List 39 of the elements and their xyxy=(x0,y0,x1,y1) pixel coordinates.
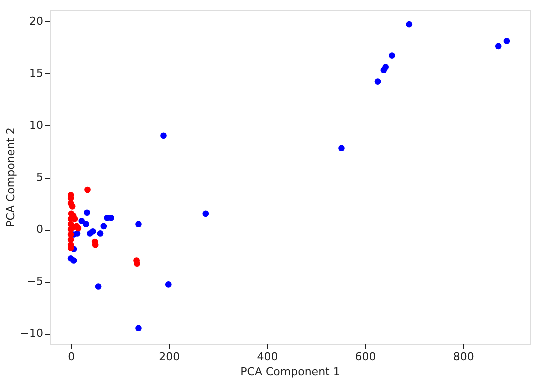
point xyxy=(160,132,167,140)
point xyxy=(389,52,396,59)
x-tick-label: 0 xyxy=(68,350,76,364)
y-tick-label: 15 xyxy=(30,66,44,80)
point xyxy=(338,145,345,152)
y-axis-title: PCA Component 2 xyxy=(4,128,18,228)
y-tick-label: 5 xyxy=(36,171,44,184)
point xyxy=(165,282,172,288)
point xyxy=(495,43,502,50)
y-tick-label: 10 xyxy=(30,118,44,132)
point xyxy=(97,230,104,237)
point xyxy=(406,21,413,28)
point xyxy=(69,204,76,210)
point xyxy=(84,186,91,194)
point xyxy=(134,260,140,268)
point xyxy=(68,232,74,238)
point xyxy=(70,258,78,264)
x-tick-label: 800 xyxy=(453,350,474,364)
y-tick-label: −5 xyxy=(27,275,44,288)
x-tick-label: 400 xyxy=(257,350,278,364)
point xyxy=(380,67,388,74)
point xyxy=(87,230,94,237)
point xyxy=(374,78,382,85)
point xyxy=(136,221,142,228)
point xyxy=(95,284,102,290)
y-tick-label: 20 xyxy=(30,14,44,28)
point xyxy=(78,218,86,224)
point xyxy=(202,210,210,218)
point xyxy=(83,221,90,228)
x-axis-title: PCA Component 1 xyxy=(240,366,340,378)
point xyxy=(84,210,90,216)
y-tick-label: 0 xyxy=(36,223,44,236)
x-tick-label: 600 xyxy=(355,350,376,364)
point xyxy=(100,223,108,230)
point xyxy=(108,214,114,222)
y-tick-label: −10 xyxy=(20,327,44,340)
point xyxy=(136,325,142,332)
point xyxy=(504,38,510,44)
x-tick-label: 200 xyxy=(159,350,180,364)
